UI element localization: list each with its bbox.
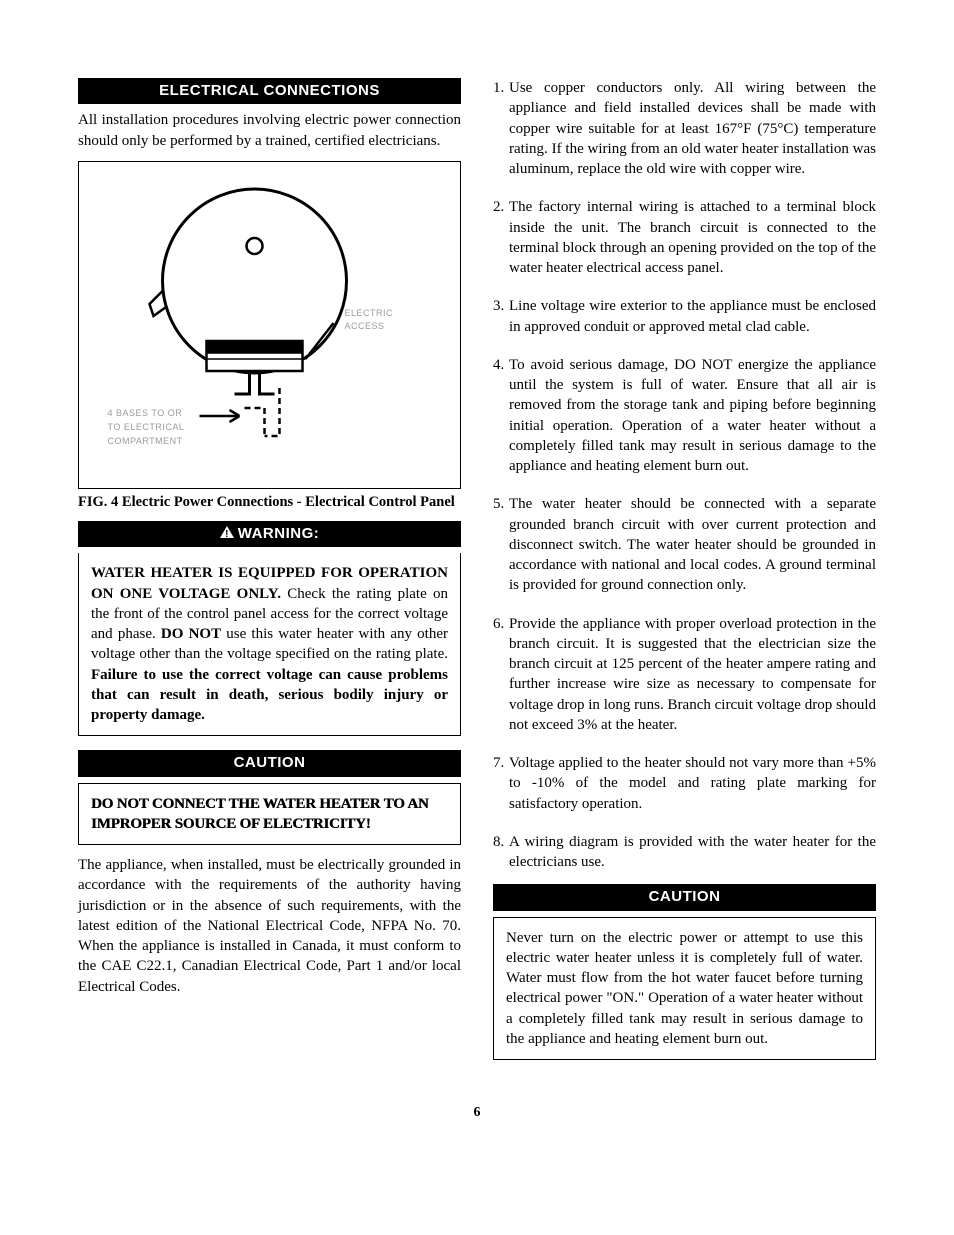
list-item: 4.To avoid serious damage, DO NOT energi…: [493, 355, 876, 477]
list-body: Line voltage wire exterior to the applia…: [509, 296, 876, 337]
list-body: Provide the appliance with proper overlo…: [509, 614, 876, 736]
diagram-label-line3: COMPARTMENT: [108, 436, 183, 446]
warning-triangle-icon: !: [220, 526, 234, 539]
diagram-label-electric: ELECTRIC: [345, 308, 394, 318]
list-item: 1.Use copper conductors only. All wiring…: [493, 78, 876, 179]
diagram-label-line2: TO ELECTRICAL: [108, 422, 185, 432]
diagram-label-line1: 4 BASES TO OR: [108, 408, 183, 418]
left-column: ELECTRICAL CONNECTIONS All installation …: [78, 78, 461, 1070]
list-number: 3.: [493, 296, 509, 337]
list-item: 3.Line voltage wire exterior to the appl…: [493, 296, 876, 337]
caution-header-right: CAUTION: [493, 884, 876, 910]
list-body: The factory internal wiring is attached …: [509, 197, 876, 278]
figure-4-diagram: ELECTRIC ACCESS 4 BASES TO OR TO ELECTRI…: [89, 176, 450, 476]
appliance-paragraph: The appliance, when installed, must be e…: [78, 855, 461, 997]
list-body: A wiring diagram is provided with the wa…: [509, 832, 876, 873]
warning-box: WATER HEATER IS EQUIPPED FOR OPERATION O…: [78, 553, 461, 736]
caution-body-right: Never turn on the electric power or atte…: [506, 928, 863, 1050]
list-item: 6.Provide the appliance with proper over…: [493, 614, 876, 736]
intro-paragraph: All installation procedures involving el…: [78, 110, 461, 151]
list-item: 8.A wiring diagram is provided with the …: [493, 832, 876, 873]
caution-body-left: DO NOT CONNECT THE WATER HEATER TO AN IM…: [91, 794, 448, 835]
two-column-layout: ELECTRICAL CONNECTIONS All installation …: [78, 78, 876, 1070]
list-number: 6.: [493, 614, 509, 736]
list-number: 2.: [493, 197, 509, 278]
caution-header-left: CAUTION: [78, 750, 461, 776]
list-number: 4.: [493, 355, 509, 477]
warning-suffix: Failure to use the correct voltage can c…: [91, 667, 448, 724]
warning-donot: DO NOT: [161, 626, 221, 642]
figure-4-caption: FIG. 4 Electric Power Connections - Elec…: [78, 493, 461, 511]
list-number: 5.: [493, 494, 509, 595]
list-body: Voltage applied to the heater should not…: [509, 753, 876, 814]
caution-box-left: DO NOT CONNECT THE WATER HEATER TO AN IM…: [78, 783, 461, 846]
warning-header: ! WARNING:: [78, 521, 461, 547]
list-body: The water heater should be connected wit…: [509, 494, 876, 595]
list-item: 7.Voltage applied to the heater should n…: [493, 753, 876, 814]
warning-body: WATER HEATER IS EQUIPPED FOR OPERATION O…: [91, 563, 448, 725]
svg-text:!: !: [225, 529, 229, 539]
warning-header-text: WARNING:: [238, 525, 320, 542]
list-number: 7.: [493, 753, 509, 814]
diagram-label-access: ACCESS: [345, 321, 385, 331]
list-item: 5.The water heater should be connected w…: [493, 494, 876, 595]
list-item: 2.The factory internal wiring is attache…: [493, 197, 876, 278]
figure-4: ELECTRIC ACCESS 4 BASES TO OR TO ELECTRI…: [78, 161, 461, 489]
caution-box-right: Never turn on the electric power or atte…: [493, 917, 876, 1061]
page-number: 6: [78, 1104, 876, 1123]
numbered-list: 1.Use copper conductors only. All wiring…: [493, 78, 876, 872]
list-body: Use copper conductors only. All wiring b…: [509, 78, 876, 179]
list-number: 8.: [493, 832, 509, 873]
page: ELECTRICAL CONNECTIONS All installation …: [0, 0, 954, 1235]
list-body: To avoid serious damage, DO NOT energize…: [509, 355, 876, 477]
section-header-electrical: ELECTRICAL CONNECTIONS: [78, 78, 461, 104]
right-column: 1.Use copper conductors only. All wiring…: [493, 78, 876, 1070]
list-number: 1.: [493, 78, 509, 179]
